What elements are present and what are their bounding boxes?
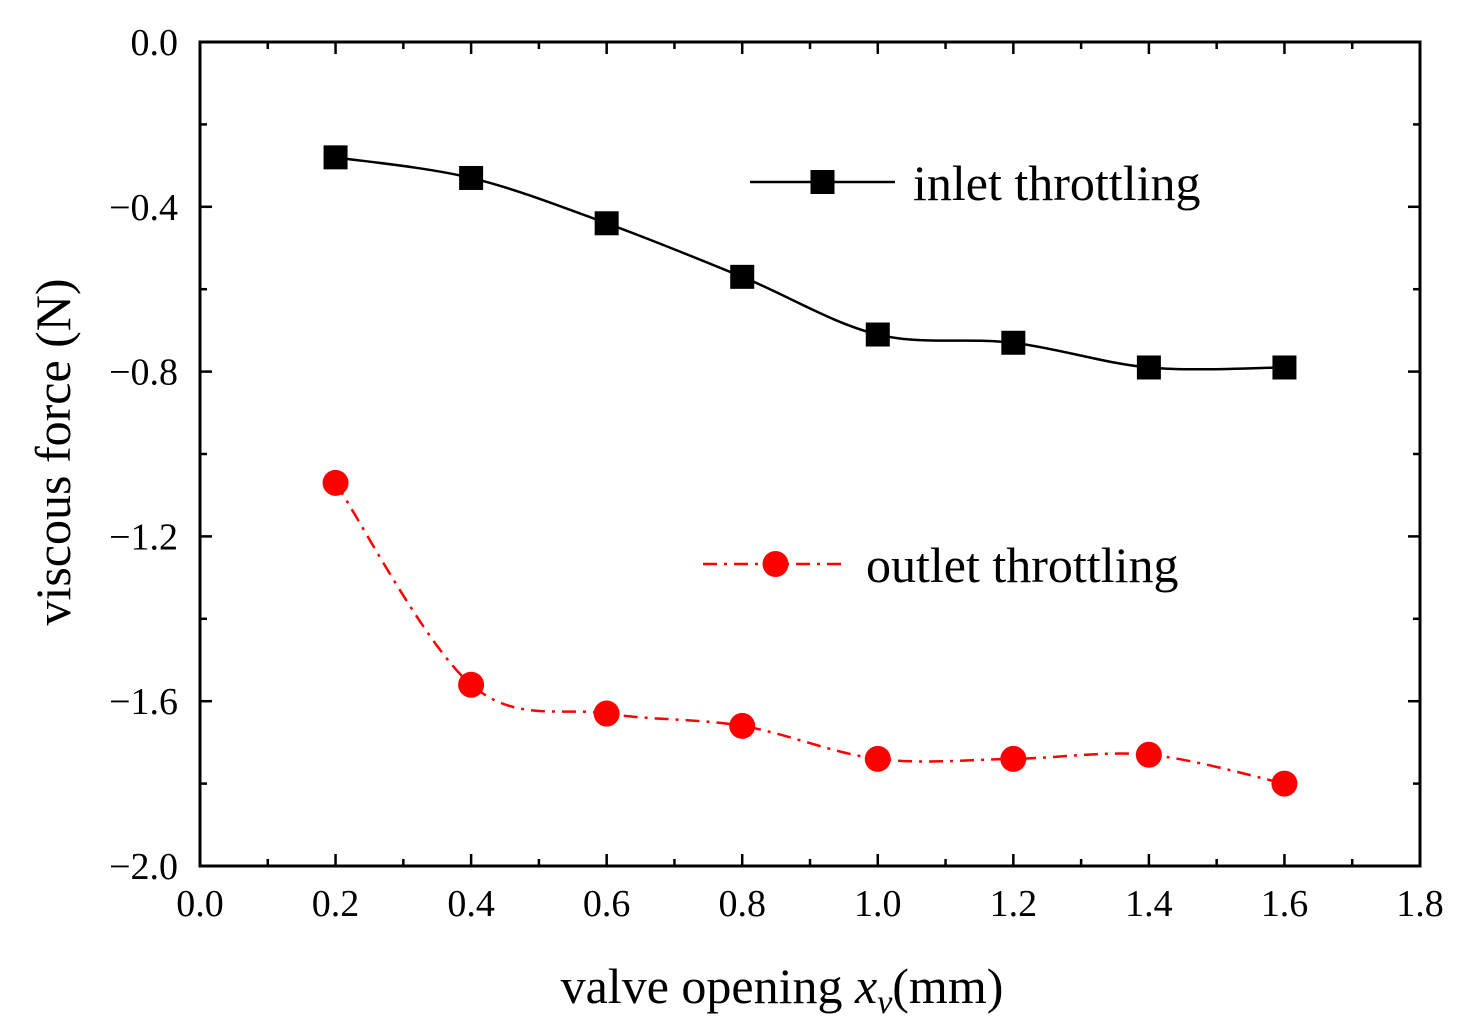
x-tick-label: 0.0 bbox=[176, 883, 224, 925]
data-point-inlet-throttling bbox=[459, 165, 484, 190]
x-axis-title-prefix: valve opening bbox=[561, 958, 855, 1014]
data-point-outlet-throttling bbox=[458, 671, 485, 698]
x-tick-label: 1.8 bbox=[1396, 883, 1444, 925]
data-point-outlet-throttling bbox=[1271, 770, 1298, 797]
series-outlet-throttling bbox=[322, 469, 1298, 797]
y-tick-label: −1.2 bbox=[109, 516, 178, 558]
legend-item-inlet-throttling: inlet throttling bbox=[750, 155, 1200, 211]
x-axis-title-suffix: (mm) bbox=[892, 958, 1003, 1014]
x-axis-title-variable: x bbox=[854, 958, 877, 1014]
legend-label: inlet throttling bbox=[913, 155, 1200, 211]
data-point-outlet-throttling bbox=[1000, 745, 1027, 772]
y-tick-label: −1.6 bbox=[109, 681, 178, 723]
x-tick-label: 1.2 bbox=[990, 883, 1038, 925]
data-point-outlet-throttling bbox=[1135, 741, 1162, 768]
axis-ticks bbox=[198, 40, 1422, 868]
legend-marker bbox=[762, 551, 789, 577]
series-line-inlet-throttling bbox=[335, 156, 1285, 371]
y-tick-label: 0.0 bbox=[131, 22, 179, 64]
legend: inlet throttling outlet throttling bbox=[703, 155, 1200, 593]
data-point-inlet-throttling bbox=[865, 322, 890, 347]
data-point-inlet-throttling bbox=[1001, 330, 1026, 355]
x-tick-label: 0.2 bbox=[312, 883, 360, 925]
x-tick-label: 1.4 bbox=[1125, 883, 1173, 925]
data-point-inlet-throttling bbox=[1272, 355, 1297, 380]
x-tick-label: 0.8 bbox=[718, 883, 766, 925]
data-point-outlet-throttling bbox=[864, 745, 891, 772]
y-tick-label: −0.4 bbox=[109, 187, 178, 229]
y-axis-title: viscous force (N) bbox=[25, 278, 81, 625]
data-point-inlet-throttling bbox=[1136, 355, 1161, 380]
data-point-inlet-throttling bbox=[323, 145, 348, 170]
legend-item-outlet-throttling: outlet throttling bbox=[703, 537, 1178, 593]
legend-label: outlet throttling bbox=[866, 537, 1178, 593]
data-point-outlet-throttling bbox=[729, 712, 756, 739]
x-tick-label: 0.6 bbox=[583, 883, 631, 925]
y-tick-label: −2.0 bbox=[109, 846, 178, 888]
x-tick-label: 1.6 bbox=[1261, 883, 1309, 925]
x-axis-title: valve opening xv(mm) bbox=[561, 958, 1004, 1021]
legend-marker bbox=[810, 170, 835, 194]
data-point-outlet-throttling bbox=[322, 469, 349, 496]
x-tick-label: 1.0 bbox=[854, 883, 902, 925]
data-point-outlet-throttling bbox=[593, 700, 620, 727]
tick-labels: 0.0 0.2 0.4 0.6 0.8 1.0 1.2 1.4 1.6 1.8 0.0 −0.4 −0.… bbox=[109, 22, 1444, 925]
data-series bbox=[322, 145, 1298, 797]
y-tick-label: −0.8 bbox=[109, 352, 178, 394]
x-tick-label: 0.4 bbox=[447, 883, 495, 925]
series-line-outlet-throttling bbox=[334, 482, 1285, 785]
series-inlet-throttling bbox=[323, 145, 1297, 380]
data-point-inlet-throttling bbox=[730, 264, 755, 289]
data-point-inlet-throttling bbox=[594, 211, 619, 236]
x-axis-title-subscript: v bbox=[877, 984, 893, 1021]
